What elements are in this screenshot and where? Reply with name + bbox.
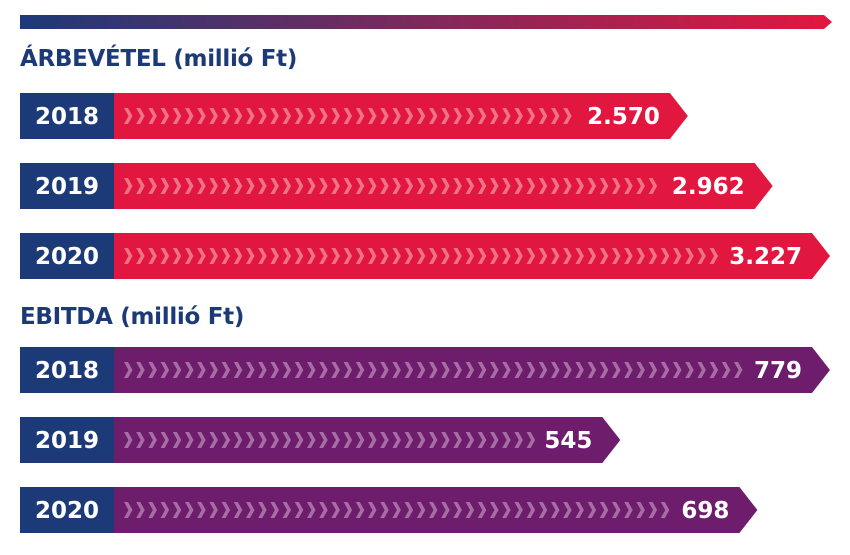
bar-ebitda-2019 <box>114 417 621 463</box>
chevron-pattern-ebitda-2019 <box>124 432 536 448</box>
year-box-ebitda-2020 <box>20 487 114 533</box>
year-box-ebitda-2018 <box>20 347 114 393</box>
year-box-ebitda-2019 <box>20 417 114 463</box>
value-label-revenue-2019: 2.962 <box>672 174 745 200</box>
value-label-revenue-2020: 3.227 <box>729 244 802 270</box>
year-box-revenue-2018 <box>20 93 114 139</box>
value-label-ebitda-2020: 698 <box>681 498 729 524</box>
value-label-ebitda-2018: 779 <box>754 358 802 384</box>
chevron-pattern-revenue-2020 <box>124 248 719 264</box>
bar-revenue-2019 <box>114 163 773 209</box>
chevron-pattern-ebitda-2020 <box>124 502 670 518</box>
value-label-revenue-2018: 2.570 <box>587 104 660 130</box>
revenue-chart-title: ÁRBEVÉTEL (millió Ft) <box>20 46 298 72</box>
year-box-revenue-2020 <box>20 233 114 279</box>
value-label-ebitda-2019: 545 <box>544 428 592 454</box>
chevron-pattern-ebitda-2018 <box>124 362 743 378</box>
year-box-revenue-2019 <box>20 163 114 209</box>
category-label-revenue-2018: 2018 <box>35 104 99 130</box>
category-label-revenue-2019: 2019 <box>35 174 99 200</box>
category-label-ebitda-2019: 2019 <box>35 428 99 454</box>
chevron-pattern-revenue-2019 <box>124 178 658 194</box>
revenue-bar-chart: 2018 2.570 2019 2.962 2020 3.227 <box>20 93 830 279</box>
ebitda-bar-chart: 2018 779 2019 545 2020 698 <box>20 347 830 533</box>
header-gradient-bar <box>20 15 832 29</box>
category-label-ebitda-2020: 2020 <box>35 498 99 524</box>
bar-revenue-2018 <box>114 93 688 139</box>
category-label-ebitda-2018: 2018 <box>35 358 99 384</box>
chevron-pattern-revenue-2018 <box>124 108 572 124</box>
category-label-revenue-2020: 2020 <box>35 244 99 270</box>
ebitda-chart-title: EBITDA (millió Ft) <box>20 304 245 330</box>
